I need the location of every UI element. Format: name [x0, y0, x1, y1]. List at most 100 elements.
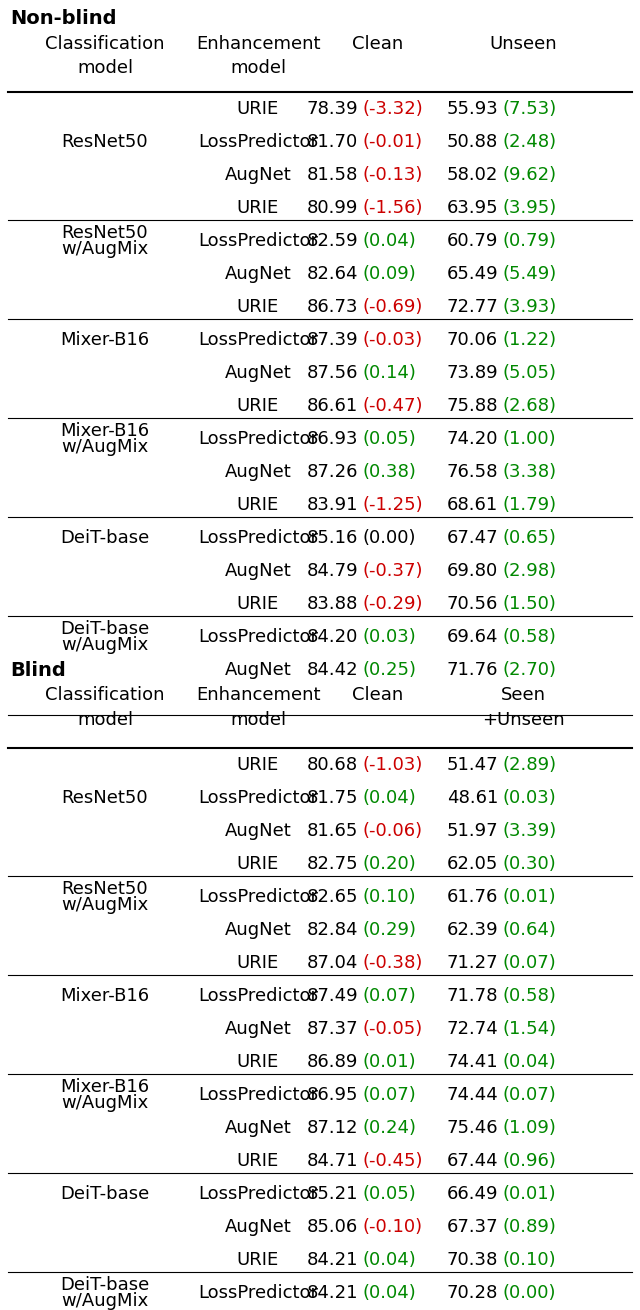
Text: LossPredictor: LossPredictor — [198, 627, 318, 646]
Text: 85.16: 85.16 — [307, 529, 358, 548]
Text: 67.44: 67.44 — [446, 1151, 498, 1170]
Text: (0.01): (0.01) — [502, 1186, 556, 1203]
Text: 84.42: 84.42 — [307, 662, 358, 679]
Text: model: model — [77, 59, 133, 77]
Text: 87.26: 87.26 — [307, 462, 358, 481]
Text: (0.07): (0.07) — [502, 954, 556, 972]
Text: 70.28: 70.28 — [447, 1284, 498, 1302]
Text: 51.97: 51.97 — [446, 821, 498, 840]
Text: (1.79): (1.79) — [502, 496, 556, 514]
Text: 67.37: 67.37 — [446, 1218, 498, 1237]
Text: 48.61: 48.61 — [447, 789, 498, 807]
Text: AugNet: AugNet — [225, 462, 291, 481]
Text: 62.39: 62.39 — [446, 921, 498, 939]
Text: (0.10): (0.10) — [362, 888, 415, 907]
Text: (9.62): (9.62) — [502, 166, 556, 183]
Text: (0.30): (0.30) — [502, 855, 556, 872]
Text: (7.53): (7.53) — [502, 100, 556, 118]
Text: (-1.03): (-1.03) — [362, 756, 422, 774]
Text: (0.64): (0.64) — [502, 921, 556, 939]
Text: 86.61: 86.61 — [307, 397, 358, 415]
Text: URIE: URIE — [237, 1251, 279, 1269]
Text: (-0.10): (-0.10) — [362, 1218, 422, 1237]
Text: 87.39: 87.39 — [307, 331, 358, 348]
Text: w/AugMix: w/AugMix — [61, 1292, 148, 1310]
Text: LossPredictor: LossPredictor — [198, 232, 318, 250]
Text: (-1.25): (-1.25) — [362, 496, 422, 514]
Text: Blind: Blind — [10, 660, 66, 680]
Text: 69.80: 69.80 — [447, 562, 498, 580]
Text: ResNet50: ResNet50 — [61, 134, 148, 151]
Text: (0.07): (0.07) — [502, 1086, 556, 1104]
Text: AugNet: AugNet — [225, 1020, 291, 1038]
Text: 70.38: 70.38 — [447, 1251, 498, 1269]
Text: Enhancement: Enhancement — [196, 35, 320, 52]
Text: (0.04): (0.04) — [362, 232, 416, 250]
Text: URIE: URIE — [237, 199, 279, 217]
Text: 71.76: 71.76 — [447, 662, 498, 679]
Text: 87.04: 87.04 — [307, 954, 358, 972]
Text: URIE: URIE — [237, 100, 279, 118]
Text: URIE: URIE — [237, 855, 279, 872]
Text: (1.50): (1.50) — [502, 595, 556, 613]
Text: (0.00): (0.00) — [362, 529, 415, 548]
Text: DeiT-base: DeiT-base — [60, 1186, 150, 1203]
Text: 87.49: 87.49 — [307, 986, 358, 1005]
Text: AugNet: AugNet — [225, 166, 291, 183]
Text: 78.39: 78.39 — [307, 100, 358, 118]
Text: AugNet: AugNet — [225, 821, 291, 840]
Text: (1.54): (1.54) — [502, 1020, 556, 1038]
Text: URIE: URIE — [237, 297, 279, 316]
Text: 73.89: 73.89 — [446, 364, 498, 383]
Text: 82.84: 82.84 — [307, 921, 358, 939]
Text: w/AugMix: w/AugMix — [61, 438, 148, 456]
Text: LossPredictor: LossPredictor — [198, 529, 318, 548]
Text: 82.75: 82.75 — [307, 855, 358, 872]
Text: 81.58: 81.58 — [307, 166, 358, 183]
Text: Non-blind: Non-blind — [10, 8, 116, 28]
Text: (0.14): (0.14) — [362, 364, 416, 383]
Text: (0.04): (0.04) — [362, 1251, 416, 1269]
Text: AugNet: AugNet — [225, 1218, 291, 1237]
Text: (-1.56): (-1.56) — [362, 199, 422, 217]
Text: (0.07): (0.07) — [362, 986, 416, 1005]
Text: 70.56: 70.56 — [447, 595, 498, 613]
Text: (3.39): (3.39) — [502, 821, 556, 840]
Text: 82.64: 82.64 — [307, 265, 358, 283]
Text: Mixer-B16: Mixer-B16 — [60, 986, 150, 1005]
Text: Mixer-B16: Mixer-B16 — [60, 1078, 150, 1096]
Text: 83.91: 83.91 — [307, 496, 358, 514]
Text: (-0.03): (-0.03) — [362, 331, 422, 348]
Text: (0.89): (0.89) — [502, 1218, 556, 1237]
Text: (0.65): (0.65) — [502, 529, 556, 548]
Text: (3.95): (3.95) — [502, 199, 556, 217]
Text: 74.44: 74.44 — [446, 1086, 498, 1104]
Text: 71.78: 71.78 — [447, 986, 498, 1005]
Text: (0.01): (0.01) — [362, 1053, 415, 1072]
Text: w/AugMix: w/AugMix — [61, 896, 148, 914]
Text: 84.71: 84.71 — [307, 1151, 358, 1170]
Text: (0.25): (0.25) — [362, 662, 416, 679]
Text: 80.99: 80.99 — [307, 199, 358, 217]
Text: (-0.38): (-0.38) — [362, 954, 422, 972]
Text: (-0.06): (-0.06) — [362, 821, 422, 840]
Text: (-0.69): (-0.69) — [362, 297, 422, 316]
Text: Clean: Clean — [353, 686, 404, 703]
Text: 74.20: 74.20 — [447, 430, 498, 448]
Text: 85.21: 85.21 — [307, 1186, 358, 1203]
Text: (0.96): (0.96) — [502, 1151, 556, 1170]
Text: 80.68: 80.68 — [307, 756, 358, 774]
Text: 72.74: 72.74 — [446, 1020, 498, 1038]
Text: (-0.01): (-0.01) — [362, 134, 422, 151]
Text: (1.00): (1.00) — [502, 430, 556, 448]
Text: LossPredictor: LossPredictor — [198, 134, 318, 151]
Text: (0.20): (0.20) — [362, 855, 416, 872]
Text: AugNet: AugNet — [225, 662, 291, 679]
Text: URIE: URIE — [237, 595, 279, 613]
Text: (1.09): (1.09) — [502, 1119, 556, 1137]
Text: LossPredictor: LossPredictor — [198, 1186, 318, 1203]
Text: (-0.45): (-0.45) — [362, 1151, 422, 1170]
Text: ResNet50: ResNet50 — [61, 224, 148, 242]
Text: 66.49: 66.49 — [447, 1186, 498, 1203]
Text: URIE: URIE — [237, 1053, 279, 1072]
